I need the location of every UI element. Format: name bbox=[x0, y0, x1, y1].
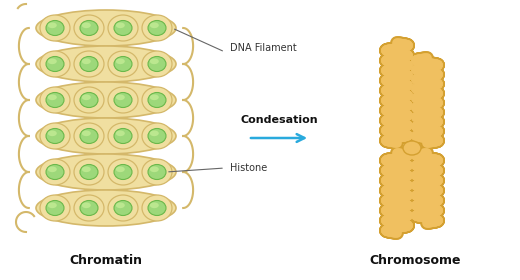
Ellipse shape bbox=[48, 166, 57, 172]
Ellipse shape bbox=[114, 57, 132, 71]
Ellipse shape bbox=[48, 130, 57, 136]
Ellipse shape bbox=[148, 165, 166, 179]
Ellipse shape bbox=[150, 94, 159, 100]
Ellipse shape bbox=[82, 94, 91, 100]
Text: DNA Filament: DNA Filament bbox=[230, 43, 297, 53]
Ellipse shape bbox=[116, 130, 125, 136]
Ellipse shape bbox=[150, 202, 159, 208]
Ellipse shape bbox=[80, 200, 98, 216]
Ellipse shape bbox=[148, 200, 166, 216]
Ellipse shape bbox=[108, 123, 138, 149]
Ellipse shape bbox=[148, 57, 166, 71]
Ellipse shape bbox=[40, 195, 70, 221]
Ellipse shape bbox=[148, 129, 166, 144]
Text: Condesation: Condesation bbox=[240, 115, 318, 125]
Ellipse shape bbox=[40, 51, 70, 77]
Ellipse shape bbox=[40, 159, 70, 185]
Text: Histone: Histone bbox=[230, 163, 267, 173]
Ellipse shape bbox=[114, 20, 132, 36]
Ellipse shape bbox=[150, 59, 159, 64]
Ellipse shape bbox=[108, 51, 138, 77]
Ellipse shape bbox=[114, 165, 132, 179]
Ellipse shape bbox=[403, 141, 421, 155]
Ellipse shape bbox=[40, 87, 70, 113]
Ellipse shape bbox=[142, 195, 172, 221]
Ellipse shape bbox=[116, 94, 125, 100]
Ellipse shape bbox=[80, 92, 98, 108]
Ellipse shape bbox=[74, 123, 104, 149]
Text: Chromosome: Chromosome bbox=[369, 253, 461, 267]
Ellipse shape bbox=[48, 94, 57, 100]
Ellipse shape bbox=[36, 46, 176, 82]
Ellipse shape bbox=[40, 123, 70, 149]
Ellipse shape bbox=[36, 82, 176, 118]
Ellipse shape bbox=[36, 10, 176, 46]
Ellipse shape bbox=[46, 20, 64, 36]
Ellipse shape bbox=[46, 57, 64, 71]
Ellipse shape bbox=[46, 200, 64, 216]
Ellipse shape bbox=[46, 165, 64, 179]
Ellipse shape bbox=[80, 57, 98, 71]
Ellipse shape bbox=[150, 166, 159, 172]
Ellipse shape bbox=[150, 22, 159, 28]
Ellipse shape bbox=[74, 159, 104, 185]
Ellipse shape bbox=[142, 87, 172, 113]
Ellipse shape bbox=[74, 195, 104, 221]
Text: Chromatin: Chromatin bbox=[70, 253, 142, 267]
Ellipse shape bbox=[40, 15, 70, 41]
Ellipse shape bbox=[148, 20, 166, 36]
Ellipse shape bbox=[114, 200, 132, 216]
Ellipse shape bbox=[36, 154, 176, 190]
Ellipse shape bbox=[116, 59, 125, 64]
Ellipse shape bbox=[46, 92, 64, 108]
Ellipse shape bbox=[80, 129, 98, 144]
Ellipse shape bbox=[142, 15, 172, 41]
Ellipse shape bbox=[74, 15, 104, 41]
Ellipse shape bbox=[82, 130, 91, 136]
Ellipse shape bbox=[116, 202, 125, 208]
Ellipse shape bbox=[80, 20, 98, 36]
Ellipse shape bbox=[36, 118, 176, 154]
Ellipse shape bbox=[82, 59, 91, 64]
Ellipse shape bbox=[108, 195, 138, 221]
Ellipse shape bbox=[80, 165, 98, 179]
Ellipse shape bbox=[148, 92, 166, 108]
Ellipse shape bbox=[36, 190, 176, 226]
Ellipse shape bbox=[116, 166, 125, 172]
Ellipse shape bbox=[142, 123, 172, 149]
Ellipse shape bbox=[82, 166, 91, 172]
Ellipse shape bbox=[142, 51, 172, 77]
Ellipse shape bbox=[108, 87, 138, 113]
Ellipse shape bbox=[150, 130, 159, 136]
Ellipse shape bbox=[74, 87, 104, 113]
Ellipse shape bbox=[48, 202, 57, 208]
Ellipse shape bbox=[114, 129, 132, 144]
Ellipse shape bbox=[82, 22, 91, 28]
Ellipse shape bbox=[114, 92, 132, 108]
Ellipse shape bbox=[108, 159, 138, 185]
Ellipse shape bbox=[116, 22, 125, 28]
Ellipse shape bbox=[82, 202, 91, 208]
Ellipse shape bbox=[74, 51, 104, 77]
Ellipse shape bbox=[46, 129, 64, 144]
Ellipse shape bbox=[142, 159, 172, 185]
Ellipse shape bbox=[48, 22, 57, 28]
Ellipse shape bbox=[48, 59, 57, 64]
Ellipse shape bbox=[108, 15, 138, 41]
